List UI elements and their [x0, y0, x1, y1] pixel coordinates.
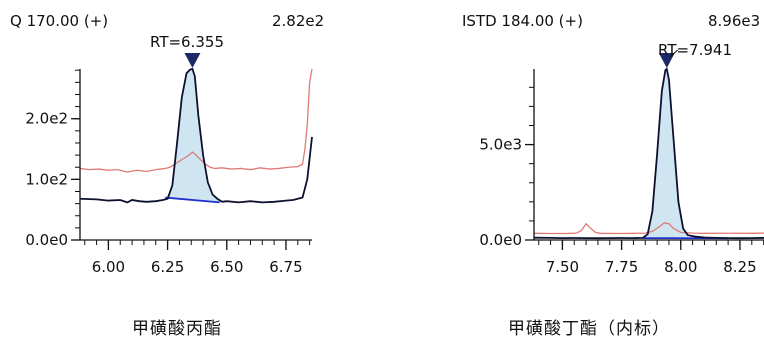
ion-label: ISTD 184.00 (+) — [462, 12, 583, 30]
y-tick-label: 0.0e0 — [25, 231, 68, 249]
x-tick-label: 8.25 — [723, 258, 756, 276]
y-tick-label: 2.0e2 — [25, 110, 68, 128]
retention-time-label: RT=6.355 — [150, 33, 224, 51]
x-tick-label: 6.00 — [92, 258, 125, 276]
y-tick-label: 1.0e2 — [25, 170, 68, 188]
max-intensity-label: 2.82e2 — [272, 12, 324, 30]
x-tick-label: 6.25 — [151, 258, 184, 276]
quant-trace-line — [534, 69, 764, 238]
y-tick-label: 5.0e3 — [479, 136, 522, 154]
x-tick-label: 8.00 — [664, 258, 697, 276]
x-tick-label: 7.50 — [546, 258, 579, 276]
retention-time-marker — [184, 53, 200, 68]
chromatogram-panel-analyte: 6.00 6.25 6.50 6.75 0.0e0 1.0e2 2.0e2 Q 170.00… — [0, 0, 382, 338]
x-tick-label: 7.75 — [605, 258, 638, 276]
x-tick-label: 6.75 — [269, 258, 302, 276]
chart-caption: 甲磺酸丁酯（内标） — [508, 314, 670, 339]
max-intensity-label: 8.96e3 — [708, 12, 760, 30]
chart-caption: 甲磺酸丙酯 — [132, 314, 222, 339]
chromatogram-panel-internal-standard: 7.50 7.75 8.00 8.25 0.0e0 5.0e3 ISTD 184.00 (… — [382, 0, 764, 338]
x-tick-label: 6.50 — [210, 258, 243, 276]
ion-label: Q 170.00 (+) — [10, 12, 108, 30]
retention-time-label: RT=7.941 — [658, 41, 732, 59]
y-tick-label: 0.0e0 — [479, 231, 522, 249]
